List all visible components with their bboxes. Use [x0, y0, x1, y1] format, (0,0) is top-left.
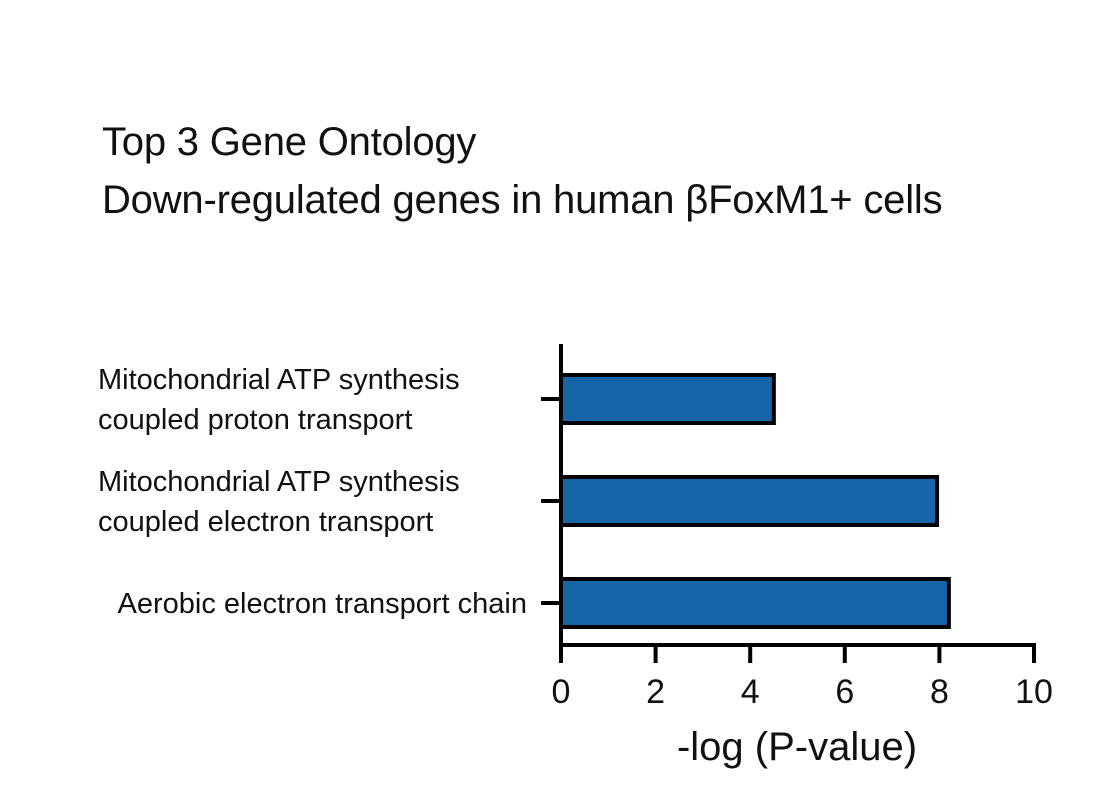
bar-1 — [559, 373, 776, 425]
bars-layer — [559, 373, 951, 629]
category-label-3-line-1: Aerobic electron transport chain — [118, 588, 527, 620]
x-tick-label-10: 10 — [1015, 673, 1053, 711]
bar-3 — [559, 577, 951, 629]
x-tick-label-0: 0 — [552, 673, 571, 711]
bar-2 — [559, 475, 940, 527]
x-tick-label-8: 8 — [930, 673, 949, 711]
chart-title-line-2: Down-regulated genes in human βFoxM1+ ce… — [102, 178, 943, 222]
category-label-1-line-2: coupled proton transport — [98, 404, 412, 436]
x-axis-title: -log (P-value) — [677, 725, 917, 769]
x-tick-label-6: 6 — [835, 673, 854, 711]
labels-layer: 0 2 4 6 8 10 Mitochondrial ATP synthesis couple… — [98, 364, 1053, 769]
category-label-2-line-1: Mitochondrial ATP synthesis — [98, 466, 460, 498]
x-tick-label-4: 4 — [741, 673, 760, 711]
axes-layer — [541, 344, 1036, 663]
x-tick-label-2: 2 — [646, 673, 665, 711]
category-label-2-line-2: coupled electron transport — [98, 506, 433, 538]
chart-title-line-1: Top 3 Gene Ontology — [102, 120, 477, 164]
category-label-1-line-1: Mitochondrial ATP synthesis — [98, 364, 460, 396]
